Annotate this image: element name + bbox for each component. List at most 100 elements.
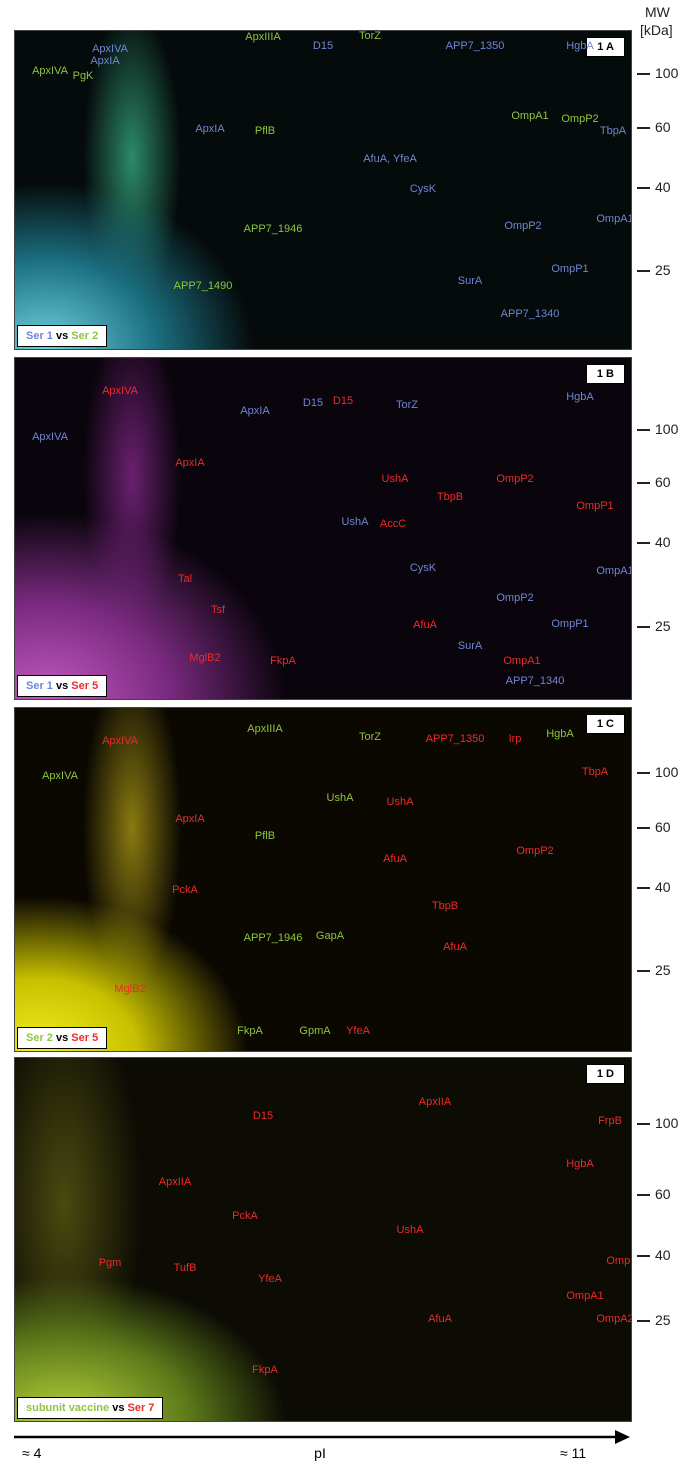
panel-label: 1 D (585, 1064, 625, 1084)
protein-label: AfuA (413, 619, 437, 631)
protein-label: UshA (341, 516, 369, 528)
protein-label: OmpP1 (606, 1255, 631, 1267)
protein-label: OmpA1 (566, 1290, 604, 1302)
mw-tick (637, 1123, 650, 1125)
mw-tick-label: 40 (655, 534, 671, 550)
protein-label: UshA (326, 792, 354, 804)
legend-left: Ser 1 (26, 330, 53, 342)
gel-panel: 1 A ApxIVA ApxIVA ApxIA PgK ApxIIIA ApxIA PflB D… (14, 30, 632, 350)
legend: subunit vaccine vs Ser 7 (17, 1397, 164, 1419)
protein-label: ApxIA (175, 813, 205, 825)
mw-tick-label: 60 (655, 819, 671, 835)
protein-label: FkpA (252, 1364, 278, 1376)
protein-label: PflB (254, 830, 276, 842)
protein-label: APP7_1946 (243, 932, 303, 944)
mw-tick (637, 127, 650, 129)
protein-label: TorZ (359, 731, 381, 743)
protein-label: ApxIVA (42, 770, 78, 782)
mw-tick-label: 25 (655, 618, 671, 634)
pi-left: ≈ 4 (22, 1445, 42, 1461)
protein-label: PckA (232, 1210, 258, 1222)
protein-label: TbpB (431, 900, 459, 912)
protein-label: ApxIVA (32, 431, 68, 443)
legend-right: Ser 2 (71, 330, 99, 342)
protein-label: TorZ (396, 399, 418, 411)
mw-tick (637, 187, 650, 189)
legend: Ser 2 vs Ser 5 (17, 1027, 108, 1049)
protein-label: ApxIVA (92, 43, 128, 55)
legend-right: Ser 5 (71, 680, 99, 692)
protein-label: AfuA (383, 853, 407, 865)
protein-label: MglB2 (189, 652, 221, 664)
protein-label: APP7_1350 (425, 733, 485, 745)
mw-tick (637, 970, 650, 972)
mw-tick (637, 1255, 650, 1257)
protein-label: AccC (379, 518, 407, 530)
protein-label: OmpP1 (551, 263, 589, 275)
protein-label: YfeA (258, 1273, 282, 1285)
legend-vs: vs (55, 330, 69, 342)
mw-tick-label: 40 (655, 179, 671, 195)
protein-label: Tsf (210, 604, 226, 616)
gel-panel: 1 B ApxIVA ApxIVA ApxIA ApxIA D15 D15 TorZ HgbA U… (14, 357, 632, 700)
protein-label: ApxIVA (102, 385, 138, 397)
protein-label: OmpA1 (511, 110, 549, 122)
panel-label: 1 B (585, 364, 625, 384)
protein-label: CysK (409, 183, 437, 195)
protein-label: ApxIIIA (247, 723, 283, 735)
protein-label: HgbA (566, 391, 594, 403)
protein-label: ApxIA (175, 457, 205, 469)
protein-label: ApxIIA (158, 1176, 192, 1188)
mw-tick-label: 40 (655, 879, 671, 895)
protein-label: HgbA (566, 1158, 594, 1170)
mw-tick-label: 100 (655, 421, 679, 437)
protein-label: FkpA (237, 1025, 263, 1037)
pi-axis: ≈ 4 pI ≈ 11 (14, 1430, 630, 1461)
protein-label: AfuA (443, 941, 467, 953)
mw-tick (637, 270, 650, 272)
protein-label: APP7_1946 (243, 223, 303, 235)
mw-tick (637, 1194, 650, 1196)
mw-tick-label: 100 (655, 65, 679, 81)
protein-label: OmpP1 (576, 500, 614, 512)
mw-tick (637, 73, 650, 75)
protein-label: YfeA (346, 1025, 370, 1037)
protein-label: Pgm (98, 1257, 122, 1269)
legend: Ser 1 vs Ser 5 (17, 675, 108, 697)
protein-label: OmpP2 (496, 473, 534, 485)
protein-label: TbpA (599, 125, 627, 137)
protein-label: FrpB (598, 1115, 622, 1127)
protein-label: TorZ (359, 30, 381, 42)
protein-label: ApxIIIA (245, 31, 281, 43)
protein-label: CysK (409, 562, 437, 574)
protein-label: PckA (172, 884, 198, 896)
legend-vs: vs (112, 1402, 125, 1414)
protein-label: ApxIA (195, 123, 225, 135)
pi-title: pI (314, 1445, 326, 1461)
mw-unit: [kDa] (640, 22, 673, 38)
protein-label: OmpP2 (516, 845, 554, 857)
protein-label: OmpP2 (561, 113, 599, 125)
mw-tick (637, 827, 650, 829)
protein-label: TbpA (581, 766, 609, 778)
protein-label: AfuA, YfeA (363, 153, 417, 165)
legend-right: Ser 7 (127, 1402, 155, 1414)
mw-tick (637, 772, 650, 774)
protein-label: OmpP2 (504, 220, 542, 232)
protein-label: APP7_1350 (445, 40, 505, 52)
legend-right: Ser 5 (71, 1032, 99, 1044)
protein-label: GpmA (299, 1025, 331, 1037)
protein-label: ApxIIA (418, 1096, 452, 1108)
legend-left: subunit vaccine (26, 1402, 110, 1414)
protein-label: D15 (302, 397, 324, 409)
protein-label: PflB (254, 125, 276, 137)
protein-label: PgK (72, 70, 94, 82)
protein-label: OmpA1 (596, 565, 632, 577)
mw-tick (637, 1320, 650, 1322)
protein-label: OmpA1 (596, 213, 632, 225)
mw-tick (637, 482, 650, 484)
protein-label: APP7_1490 (173, 280, 233, 292)
pi-right: ≈ 11 (560, 1445, 586, 1461)
protein-label: SurA (457, 275, 483, 287)
mw-tick-label: 60 (655, 474, 671, 490)
